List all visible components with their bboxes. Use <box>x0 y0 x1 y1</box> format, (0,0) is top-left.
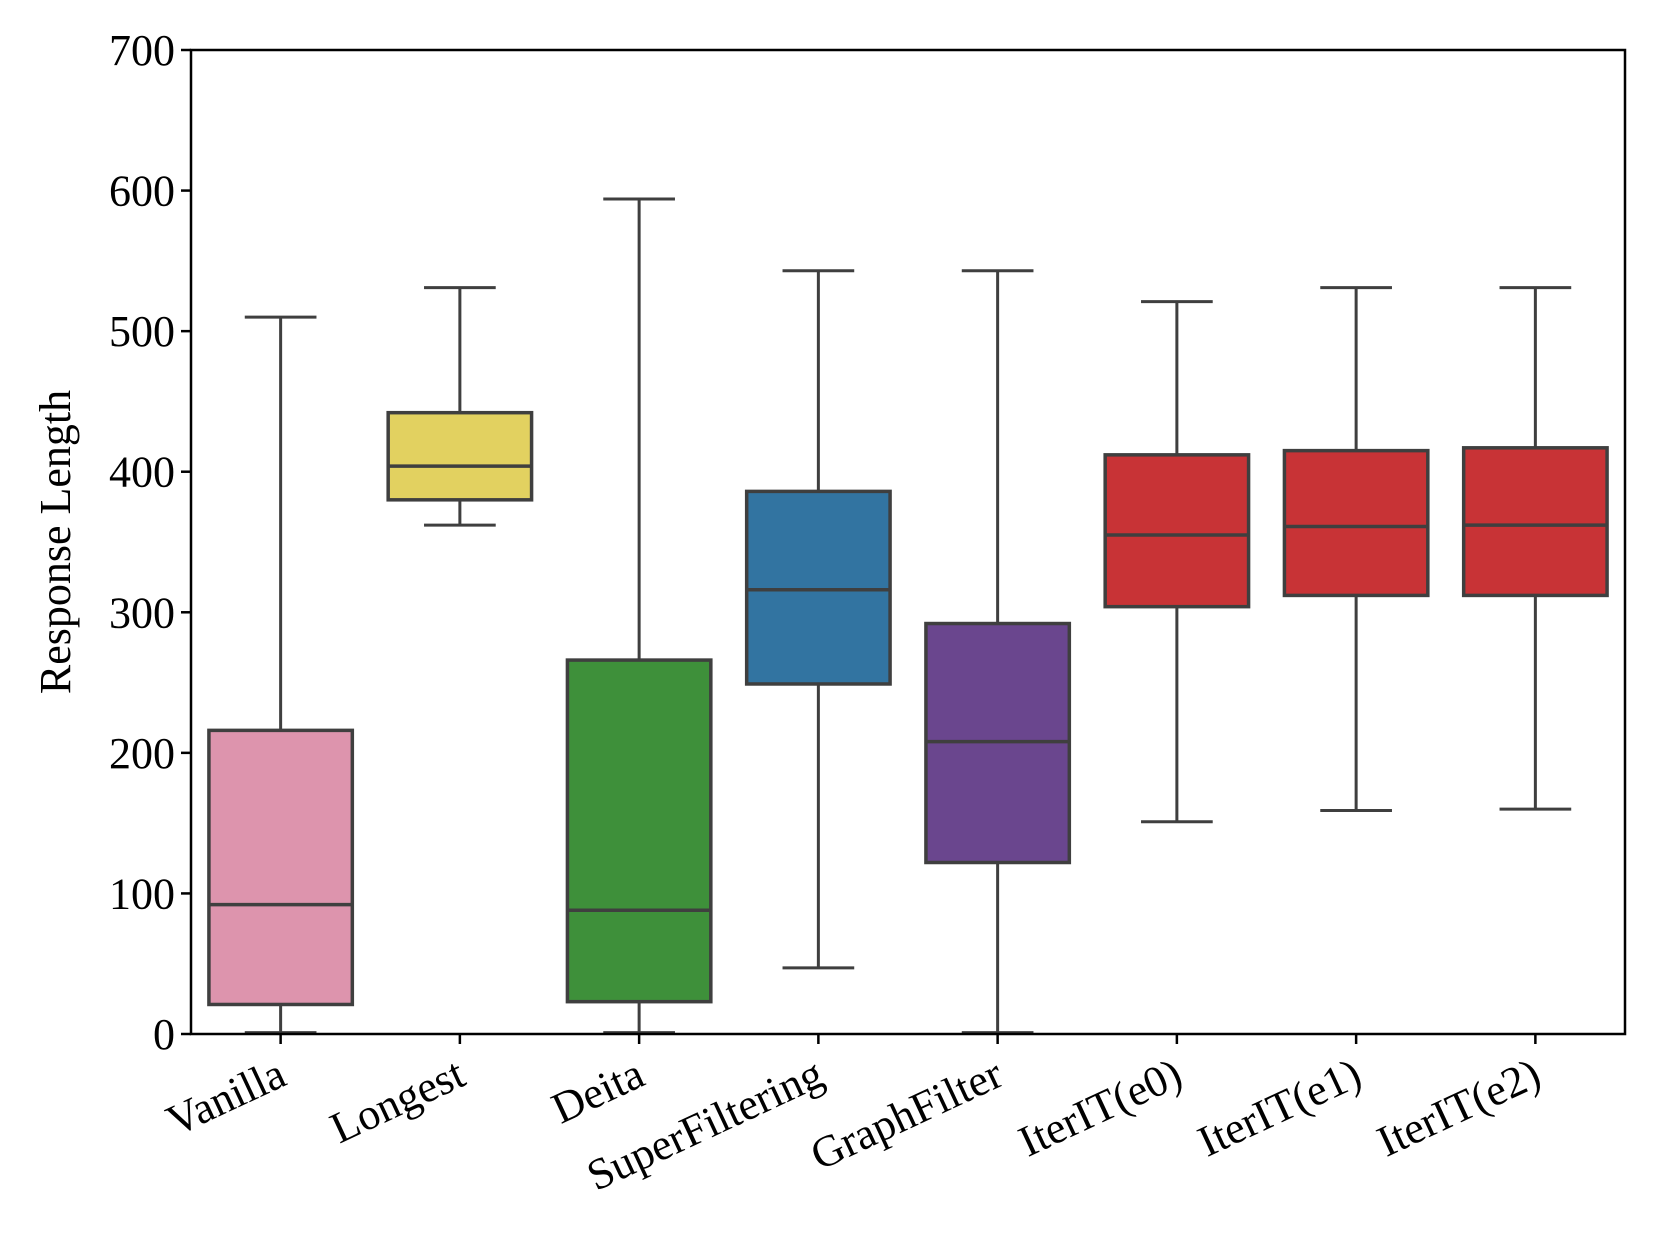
x-category-label: IterIT(e1) <box>1190 1049 1368 1167</box>
box-group-iterit-e1 <box>1282 286 1430 812</box>
iqr-box <box>207 728 355 1007</box>
iqr-box <box>744 489 892 686</box>
x-category-label: Deita <box>544 1049 651 1134</box>
x-category-label: Vanilla <box>159 1049 293 1146</box>
x-category-label: GraphFilter <box>803 1049 1010 1180</box>
iqr-box <box>1282 448 1430 598</box>
y-tick-label: 300 <box>109 588 175 637</box>
y-tick-label: 600 <box>109 167 175 216</box>
y-tick-label: 200 <box>109 729 175 778</box>
y-tick-label: 400 <box>109 448 175 497</box>
iqr-box <box>565 658 713 1004</box>
box-group-iterit-e2 <box>1461 286 1609 811</box>
y-axis-title: Response Length <box>31 390 80 694</box>
y-axis: 0 100 200 300 400 500 600 700 <box>109 26 191 1059</box>
y-tick-label: 700 <box>109 26 175 75</box>
box-group-graphfilter <box>924 269 1072 1035</box>
x-axis: Vanilla Longest DeitaSuperFilteringGraphFi… <box>159 1034 1548 1200</box>
iqr-box <box>1461 446 1609 598</box>
boxes-layer <box>207 197 1609 1035</box>
x-category-label: IterIT(e2) <box>1370 1049 1548 1167</box>
y-tick-label: 0 <box>153 1010 175 1059</box>
x-category-label: Longest <box>323 1049 472 1153</box>
x-category-label: IterIT(e0) <box>1011 1049 1189 1167</box>
y-tick-label: 100 <box>109 869 175 918</box>
plot-frame <box>189 48 1627 1036</box>
box-group-deita <box>565 197 713 1035</box>
iqr-box <box>386 410 534 502</box>
box-group-longest <box>386 286 534 527</box>
box-group-superfiltering <box>744 269 892 970</box>
box-group-vanilla <box>207 315 355 1035</box>
iqr-box <box>1103 453 1251 609</box>
box-group-iterit-e0 <box>1103 300 1251 824</box>
y-tick-label: 500 <box>109 307 175 356</box>
